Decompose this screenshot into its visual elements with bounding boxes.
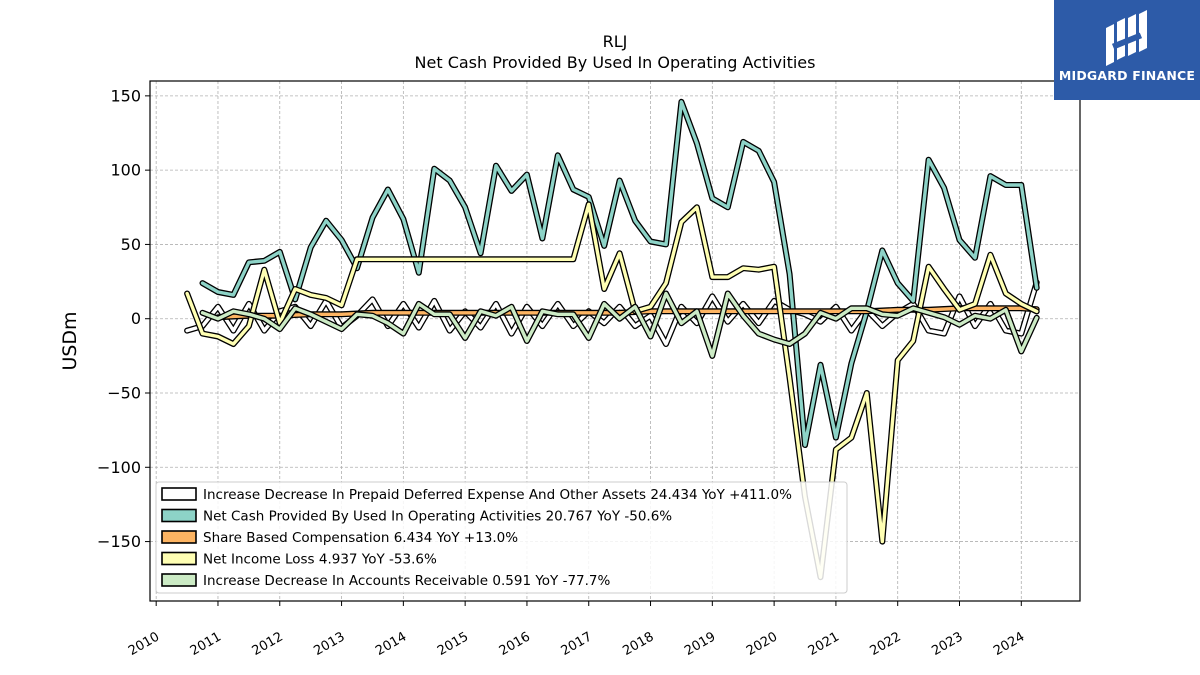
legend-entry: Increase Decrease In Accounts Receivable… [203,573,611,589]
x-tick-label: 2013 [311,629,347,659]
y-tick-label: 0 [131,309,141,328]
series-net-cash-provided-by-used-in-operating-activities [199,98,1040,448]
legend-entry: Share Based Compensation 6.434 YoY +13.0… [203,530,518,546]
x-tick-label: 2021 [806,629,842,659]
brand-logo: MIDGARD FINANCE [1054,0,1200,100]
y-tick-label: 150 [110,86,141,105]
x-axis-ticks: 2010 2011 2012 2013 2014 2015 2016 2017 2018 2019… [126,601,1027,659]
x-tick-label: 2022 [868,629,904,659]
x-tick-label: 2024 [991,629,1027,659]
legend-swatch [161,573,197,587]
legend-swatch [161,551,197,566]
legend: Increase Decrease In Prepaid Deferred Ex… [155,481,848,594]
x-tick-label: 2014 [373,629,409,659]
y-tick-label: 100 [110,161,141,180]
logo-text: MIDGARD FINANCE [1058,68,1196,83]
series-net-income-loss [184,201,1040,581]
x-tick-label: 2010 [126,629,162,659]
y-axis-ticks: −150 −100 −50 0 50 100 150 [97,86,150,551]
plot-frame [149,80,1081,602]
grid [150,81,1080,601]
series-line [185,202,1039,579]
y-tick-label: −100 [97,458,141,477]
legend-frame [155,481,848,594]
x-tick-label: 2011 [188,629,224,659]
legend-swatch [161,487,197,501]
series-outline [199,98,1040,448]
series-line [200,291,1039,358]
legend-swatch [161,530,197,544]
series-lines [184,98,1040,581]
legend-entry: Increase Decrease In Prepaid Deferred Ex… [203,487,792,503]
x-tick-label: 2018 [620,629,656,659]
chart-title: RLJ [603,32,628,51]
x-tick-label: 2020 [744,629,780,659]
series-increase-decrease-in-accounts-receivable [199,290,1040,359]
x-tick-label: 2017 [559,629,595,659]
legend-swatch [161,508,197,523]
x-tick-label: 2019 [682,629,718,659]
y-tick-label: 50 [121,235,141,254]
y-tick-label: −50 [107,384,141,403]
x-tick-label: 2012 [250,629,286,659]
series-line [200,100,1039,447]
chart-subtitle: Net Cash Provided By Used In Operating A… [415,53,816,72]
y-tick-label: −150 [97,532,141,551]
logo-mark-icon [1106,10,1147,66]
legend-entry: Net Income Loss 4.937 YoY -53.6% [203,552,437,568]
y-axis-label: USDm [59,311,81,370]
legend-entry: Net Cash Provided By Used In Operating A… [203,509,672,525]
x-tick-label: 2023 [929,629,965,659]
x-tick-label: 2015 [435,629,471,659]
x-tick-label: 2016 [497,629,533,659]
